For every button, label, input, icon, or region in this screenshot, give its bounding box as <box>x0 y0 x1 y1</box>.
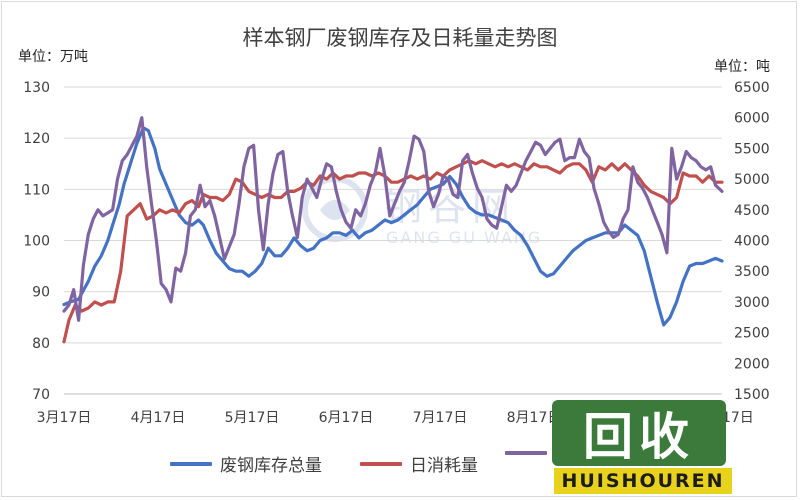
left-tick-label: 90 <box>32 285 50 301</box>
right-tick-label: 6500 <box>734 80 770 96</box>
x-tick-label: 3月17日 <box>37 410 92 426</box>
grid-lines <box>64 86 722 395</box>
right-tick-label: 5500 <box>734 141 770 157</box>
left-tick-label: 70 <box>32 387 50 403</box>
huishouren-watermark: 回收 HUISHOUREN <box>552 400 732 500</box>
watermark-badge: 回收 <box>552 400 726 466</box>
left-tick-label: 100 <box>23 234 50 250</box>
watermark-badge-subtext: HUISHOUREN <box>554 468 732 494</box>
series-line-2 <box>62 116 724 322</box>
right-tick-label: 4500 <box>734 203 770 219</box>
watermark-subtext: GANG GU WANG <box>386 228 543 247</box>
left-tick-label: 80 <box>32 336 50 352</box>
x-tick-label: 7月17日 <box>413 410 468 426</box>
chart-title: 样本钢厂废钢库存及日耗量走势图 <box>242 26 558 50</box>
right-tick-label: 2000 <box>734 356 770 372</box>
legend-swatch-daily <box>360 461 402 466</box>
left-axis-unit: 单位：万吨 <box>18 49 88 65</box>
legend-swatch-inventory <box>170 461 212 466</box>
right-tick-label: 6000 <box>734 111 770 127</box>
right-axis-unit: 单位：吨 <box>714 59 770 75</box>
right-tick-label: 5000 <box>734 172 770 188</box>
legend-label-inventory: 废钢库存总量 <box>220 456 322 476</box>
left-axis-ticks: 70 80 90 100 110 120 130 <box>23 80 50 403</box>
right-tick-label: 4000 <box>734 234 770 250</box>
right-tick-label: 3000 <box>734 295 770 311</box>
series-line-0 <box>62 126 724 327</box>
legend-label-daily: 日消耗量 <box>410 456 478 476</box>
left-tick-label: 110 <box>23 182 50 198</box>
series-line-1 <box>62 159 724 344</box>
x-tick-label: 5月17日 <box>225 410 280 426</box>
x-tick-label: 4月17日 <box>131 410 186 426</box>
left-tick-label: 120 <box>23 131 50 147</box>
legend-swatch-third <box>505 451 547 455</box>
legend-item-third <box>505 451 555 455</box>
right-tick-label: 2500 <box>734 326 770 342</box>
right-axis-ticks: 1500 2000 2500 3000 3500 4000 4500 5000 5500 6000… <box>734 80 770 403</box>
x-tick-label: 8月17日 <box>507 410 562 426</box>
left-tick-label: 130 <box>23 80 50 96</box>
legend: 废钢库存总量 日消耗量 <box>0 451 800 476</box>
legend-item-inventory: 废钢库存总量 <box>170 451 322 476</box>
legend-item-daily: 日消耗量 <box>360 451 478 476</box>
right-tick-label: 1500 <box>734 387 770 403</box>
series-lines <box>62 116 724 344</box>
x-tick-label: 6月17日 <box>319 410 374 426</box>
right-tick-label: 3500 <box>734 264 770 280</box>
